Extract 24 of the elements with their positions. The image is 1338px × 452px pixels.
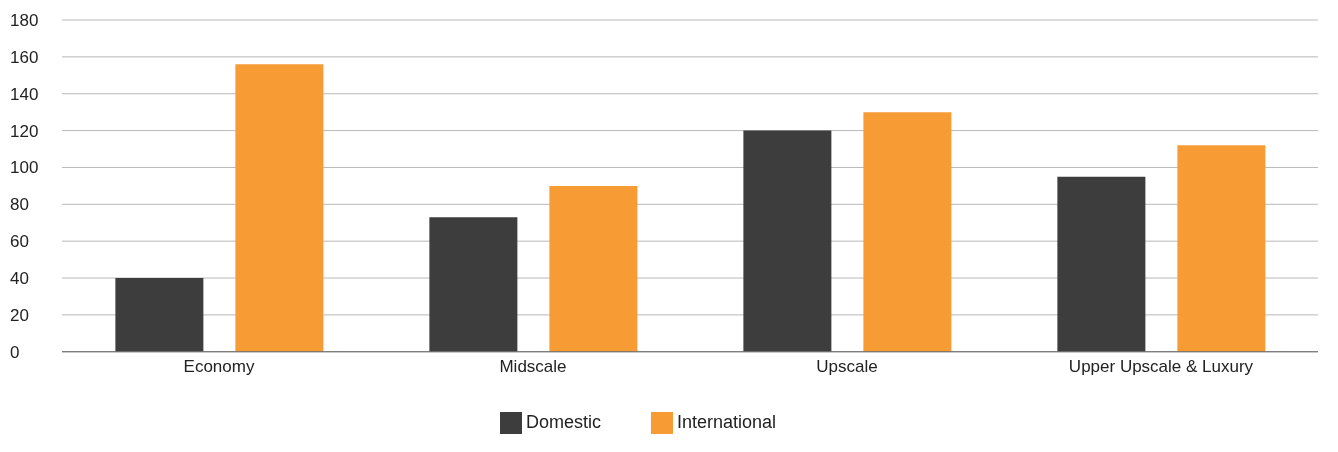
y-tick-label: 20 (10, 305, 29, 325)
y-tick-label: 80 (10, 195, 29, 215)
legend-label: International (676, 411, 777, 432)
x-tick-label: Economy (183, 356, 255, 376)
y-tick-label: 60 (10, 232, 29, 252)
bar (1177, 145, 1266, 352)
bar (429, 217, 518, 352)
bar (549, 185, 638, 352)
y-tick-label: 160 (10, 47, 39, 67)
x-tick-label: Upper Upscale & Luxury (1068, 356, 1254, 376)
x-tick-label: Midscale (499, 356, 567, 376)
bar (1057, 176, 1146, 352)
y-tick-label: 120 (10, 121, 39, 141)
y-tick-label: 100 (10, 158, 39, 178)
y-tick-label: 140 (10, 84, 39, 104)
x-tick-label: Upscale (816, 356, 878, 376)
bar (863, 112, 952, 352)
bar (235, 64, 324, 352)
y-tick-label: 0 (10, 342, 20, 362)
bar (743, 130, 832, 352)
y-tick-label: 40 (10, 269, 29, 289)
legend-label: Domestic (525, 411, 601, 432)
y-tick-label: 180 (10, 11, 39, 31)
bar (115, 278, 204, 352)
